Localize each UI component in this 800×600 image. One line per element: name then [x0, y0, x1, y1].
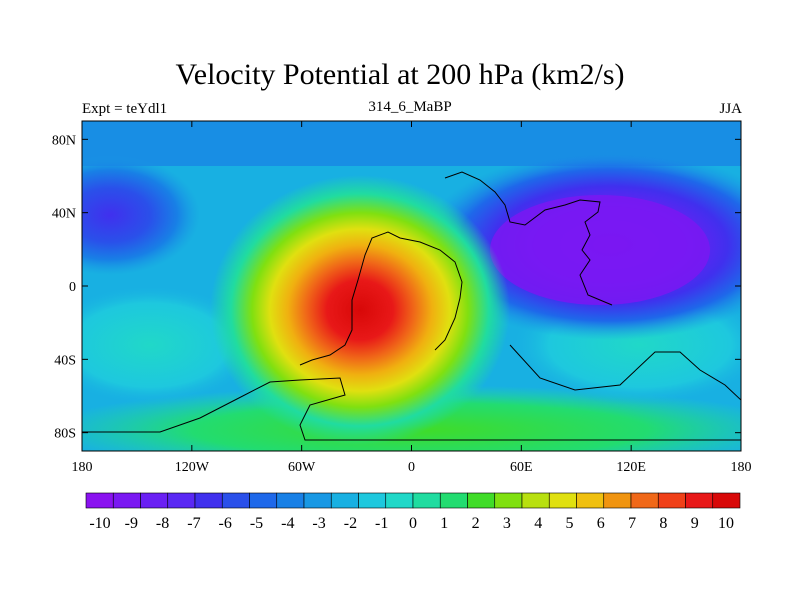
coastline-australia — [509, 344, 741, 401]
colorbar-label: -7 — [187, 515, 200, 532]
colorbar-swatch — [358, 492, 387, 509]
colorbar-swatch — [576, 492, 605, 509]
colorbar-label: 6 — [597, 515, 605, 532]
colorbar-swatch — [167, 492, 196, 509]
colorbar-label: 10 — [718, 515, 734, 532]
colorbar-swatch — [303, 492, 332, 509]
x-tick-label: 120W — [175, 460, 210, 475]
colorbar-label: -3 — [312, 515, 325, 532]
subtitle-experiment: Expt = teYdl1 — [82, 101, 168, 117]
y-tick-label: 40S — [54, 353, 76, 368]
colorbar-swatch — [712, 492, 741, 509]
x-tick-label: 0 — [408, 460, 415, 475]
contour-field — [82, 121, 741, 451]
colorbar-swatch — [412, 492, 441, 509]
colorbar-swatch — [603, 492, 632, 509]
colorbar-label: 8 — [659, 515, 667, 532]
field-asian-low-core — [490, 195, 710, 305]
colorbar-label: 7 — [628, 515, 636, 532]
colorbar-swatch — [330, 492, 359, 509]
coastline-asia — [444, 171, 613, 306]
colorbar-swatch — [249, 492, 278, 509]
colorbar-label: 0 — [409, 515, 417, 532]
colorbar-label: -9 — [125, 515, 138, 532]
y-tick-label: 80N — [52, 133, 76, 148]
colorbar-label: -5 — [250, 515, 263, 532]
coastlines — [82, 171, 741, 441]
x-tick-label: 60E — [510, 460, 533, 475]
coastline-antarctica — [82, 377, 741, 441]
colorbar-swatch — [548, 492, 577, 509]
colorbar-swatch — [657, 492, 686, 509]
field-african-high — [210, 175, 510, 445]
y-axis: 80N 40N 0 40S 80S — [52, 133, 741, 442]
field-north-pacific-low — [82, 155, 200, 275]
x-tick-label: 120E — [616, 460, 646, 475]
colorbar-swatch — [112, 492, 141, 509]
colorbar-swatch — [521, 492, 550, 509]
y-tick-label: 40N — [52, 207, 76, 222]
colorbar-label: -1 — [375, 515, 388, 532]
colorbar-label: -8 — [156, 515, 169, 532]
x-tick-label: 180 — [731, 460, 752, 475]
colorbar-swatch — [221, 492, 250, 509]
x-tick-label: 180 — [72, 460, 93, 475]
colorbar-swatch — [194, 492, 223, 509]
colorbar-swatch — [685, 492, 714, 509]
coastline-africa-south-america — [299, 231, 463, 366]
colorbar-label: 1 — [440, 515, 448, 532]
colorbar-label: -10 — [89, 515, 110, 532]
colorbar-swatch — [276, 492, 305, 509]
colorbar-swatch — [630, 492, 659, 509]
subtitle-season: JJA — [719, 101, 742, 117]
colorbar-label: -6 — [219, 515, 232, 532]
colorbar-swatch — [467, 492, 496, 509]
y-tick-label: 80S — [54, 427, 76, 442]
colorbar-label: 4 — [534, 515, 542, 532]
colorbar: -10 -9 -8 -7 -6 -5 -4 -3 -2 -1 0 1 2 3 4 5 6 7 8 9 10 — [85, 492, 741, 532]
x-tick-label: 60W — [288, 460, 316, 475]
colorbar-swatch — [439, 492, 468, 509]
y-tick-label: 0 — [69, 280, 76, 295]
colorbar-swatch — [385, 492, 414, 509]
colorbar-label: 9 — [691, 515, 699, 532]
chart-title: Velocity Potential at 200 hPa (km2/s) — [175, 58, 625, 91]
colorbar-label: 5 — [566, 515, 574, 532]
x-axis: 180 120W 60W 0 60E 120E 180 — [72, 121, 752, 475]
colorbar-label: 2 — [472, 515, 480, 532]
colorbar-swatch — [494, 492, 523, 509]
colorbar-label: -2 — [344, 515, 357, 532]
colorbar-swatch — [85, 492, 114, 509]
colorbar-label: 3 — [503, 515, 511, 532]
colorbar-label: -4 — [281, 515, 294, 532]
subtitle-period: 314_6_MaBP — [368, 99, 452, 115]
colorbar-swatch — [140, 492, 169, 509]
